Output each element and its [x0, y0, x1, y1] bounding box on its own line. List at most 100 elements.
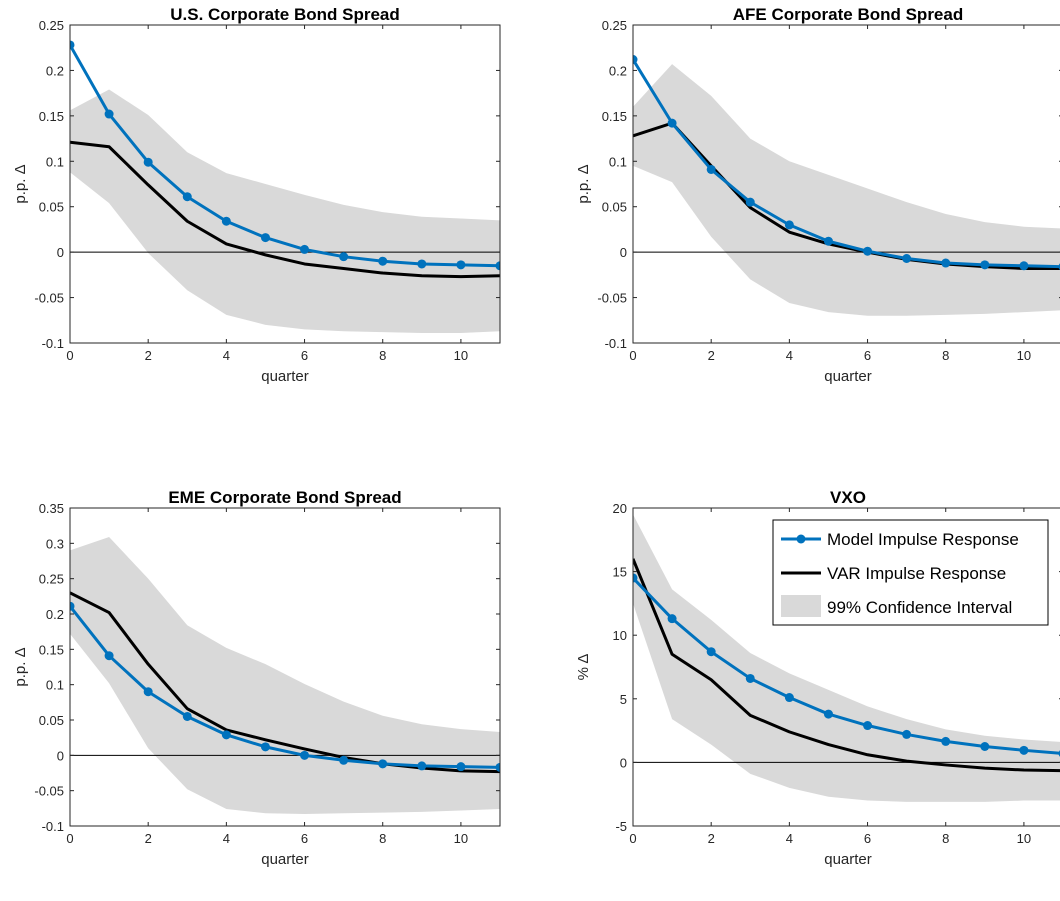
vxo-xtick-label: 4 [786, 831, 793, 846]
eme-spread-ytick-label: 0.2 [46, 607, 64, 622]
eme-spread-ytick-label: 0.1 [46, 678, 64, 693]
vxo-xtick-label: 0 [629, 831, 636, 846]
afe-spread-ylabel: p.p. Δ [575, 164, 592, 203]
us-spread-title: U.S. Corporate Bond Spread [170, 5, 400, 24]
vxo-axes-box [632, 507, 1060, 827]
afe-spread-var-line [633, 121, 1060, 270]
eme-spread-model-point [417, 761, 427, 771]
vxo-model-point [667, 614, 677, 624]
eme-spread-axes-box [69, 507, 501, 827]
eme-spread-model-point [260, 742, 270, 752]
eme-spread-panel: 0 2 4 6 8 10 -0.1 -0.05 0 0.05 0.1 0.15 0.2 0.25 0.3 0.… [12, 488, 501, 868]
us-spread-xlabel: quarter [261, 368, 309, 385]
us-spread-ytick-label: 0.25 [39, 18, 64, 33]
us-spread-model-point [182, 192, 192, 202]
afe-spread-ytick-label: -0.05 [597, 291, 627, 306]
us-spread-model-line [70, 44, 500, 268]
eme-spread-model-point [104, 651, 114, 661]
us-spread-ytick-label: -0.05 [34, 291, 64, 306]
us-spread-xtick-label: 0 [66, 348, 73, 363]
eme-spread-model-line [70, 605, 500, 769]
us-spread-ytick-label: 0.05 [39, 200, 64, 215]
afe-spread-ytick-label: 0.25 [602, 18, 627, 33]
us-spread-axes-box [69, 24, 501, 344]
legend-var-label: VAR Impulse Response [827, 564, 1006, 583]
us-spread-model-point [378, 256, 388, 266]
eme-spread-ytick-label: -0.05 [34, 784, 64, 799]
vxo-xtick-label: 8 [942, 831, 949, 846]
us-spread-ytick-label: 0 [57, 245, 64, 260]
eme-spread-model-point [221, 730, 231, 740]
us-spread-ylabel: p.p. Δ [12, 164, 29, 203]
afe-spread-model-point [863, 246, 873, 256]
us-spread-plot-content [70, 40, 500, 334]
afe-spread-xtick-label: 4 [786, 348, 793, 363]
eme-spread-xtick-label: 2 [145, 831, 152, 846]
eme-spread-xtick-label: 10 [454, 831, 468, 846]
us-spread-ytick-label: 0.1 [46, 154, 64, 169]
vxo-model-point [633, 573, 638, 583]
afe-spread-model-point [980, 260, 990, 270]
us-spread-model-point [417, 259, 427, 269]
afe-spread-xtick-label: 0 [629, 348, 636, 363]
vxo-model-point [784, 693, 794, 703]
us-spread-xtick-label: 2 [145, 348, 152, 363]
us-spread-model-point [260, 233, 270, 243]
eme-spread-model-point [70, 601, 75, 611]
vxo-xtick-label: 10 [1017, 831, 1031, 846]
eme-spread-ytick-label: 0.35 [39, 501, 64, 516]
vxo-xtick-label: 6 [864, 831, 871, 846]
eme-spread-ylabel: p.p. Δ [12, 647, 29, 686]
afe-spread-axes-box [632, 24, 1060, 344]
afe-spread-ytick-label: 0 [620, 245, 627, 260]
vxo-plot-content [633, 514, 1060, 802]
us-spread-confidence-band [70, 89, 500, 334]
afe-spread-ytick-label: -0.1 [605, 336, 627, 351]
vxo-var-line [633, 558, 1060, 773]
eme-spread-xtick-label: 6 [301, 831, 308, 846]
vxo-model-point [980, 742, 990, 751]
us-spread-model-point [339, 252, 349, 262]
afe-spread-model-point [745, 197, 755, 207]
vxo-ytick-label: 10 [613, 628, 627, 643]
afe-spread-xtick-label: 10 [1017, 348, 1031, 363]
eme-spread-plot-content [70, 536, 500, 814]
eme-spread-model-point [300, 750, 310, 760]
vxo-model-point [863, 721, 873, 731]
vxo-ytick-label: 20 [613, 501, 627, 516]
eme-spread-model-point [339, 755, 349, 765]
vxo-model-point [823, 709, 833, 719]
afe-spread-model-point [706, 164, 716, 174]
eme-spread-xtick-label: 4 [223, 831, 230, 846]
eme-spread-model-point [378, 759, 388, 769]
eme-spread-xlabel: quarter [261, 851, 309, 868]
afe-spread-xtick-label: 8 [942, 348, 949, 363]
vxo-xlabel: quarter [824, 851, 872, 868]
afe-spread-model-point [823, 236, 833, 246]
afe-spread-xlabel: quarter [824, 368, 872, 385]
vxo-ytick-label: -5 [615, 819, 627, 834]
legend: Model Impulse Response VAR Impulse Respo… [772, 519, 1049, 626]
afe-spread-ytick-label: 0.1 [609, 154, 627, 169]
afe-spread-ytick-label: 0.2 [609, 63, 627, 78]
us-spread-model-point [300, 244, 310, 254]
eme-spread-ytick-label: 0.3 [46, 536, 64, 551]
eme-spread-ytick-label: 0.05 [39, 713, 64, 728]
eme-spread-confidence-band [70, 536, 500, 814]
afe-spread-model-point [667, 118, 677, 128]
vxo-model-point [902, 729, 912, 739]
us-spread-model-point [495, 261, 500, 271]
us-spread-model-point [456, 260, 466, 270]
eme-spread-ytick-label: 0 [57, 748, 64, 763]
afe-spread-ytick-label: 0.05 [602, 200, 627, 215]
eme-spread-model-point [495, 762, 500, 772]
us-spread-var-line [70, 140, 500, 279]
us-spread-xtick-label: 8 [379, 348, 386, 363]
afe-spread-xtick-label: 6 [864, 348, 871, 363]
eme-spread-model-point [143, 687, 153, 697]
panels: 0 2 4 6 8 10 -0.1 -0.05 0 0.05 0.1 0.15 0.2 0.25 U.S. … [12, 5, 1060, 868]
us-spread-ytick-label: 0.15 [39, 109, 64, 124]
afe-spread-model-point [633, 55, 638, 65]
vxo-ytick-label: 0 [620, 755, 627, 770]
eme-spread-xtick-label: 0 [66, 831, 73, 846]
